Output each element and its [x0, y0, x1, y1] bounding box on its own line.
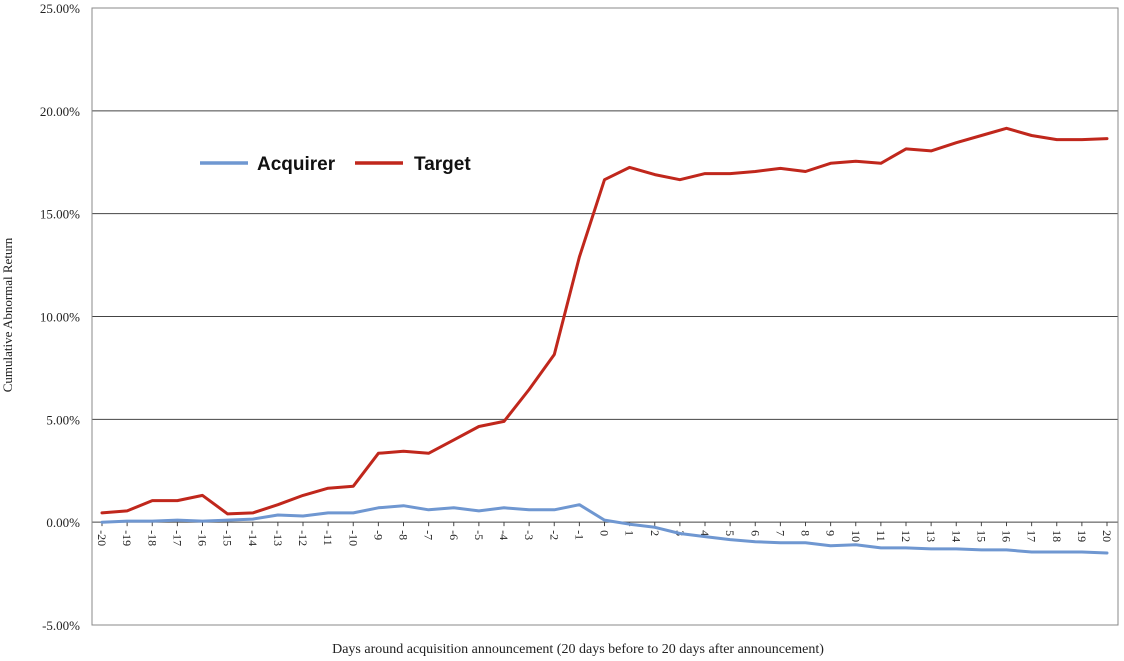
x-tick-label: 0: [598, 530, 612, 536]
x-tick-label: -13: [271, 530, 285, 546]
x-tick-label: 15: [974, 530, 988, 542]
x-tick-label: -6: [447, 530, 461, 540]
y-axis-label: Cumulative Abnormal Return: [0, 237, 15, 392]
x-tick-label: 6: [748, 530, 762, 536]
x-tick-label: -5: [472, 530, 486, 540]
x-tick-label: -1: [572, 530, 586, 540]
x-tick-label: 2: [648, 530, 662, 536]
x-tick-label: 20: [1100, 530, 1114, 542]
x-tick-label: -10: [346, 530, 360, 546]
x-tick-label: 16: [1000, 530, 1014, 542]
plot-area-frame: [91, 7, 1119, 626]
x-tick-label: 1: [623, 530, 637, 536]
series-lines: [100, 126, 1109, 555]
x-tick-label: -17: [170, 530, 184, 546]
x-tick-label: -15: [221, 530, 235, 546]
x-tick-label: 12: [899, 530, 913, 542]
x-tick-label: 14: [949, 530, 963, 542]
x-tick-label: 10: [849, 530, 863, 542]
x-tick-label: -16: [196, 530, 210, 546]
x-tick-label: -7: [422, 530, 436, 540]
x-tick-label: 4: [698, 530, 712, 536]
x-tick-label: 19: [1075, 530, 1089, 542]
x-tick-label: 5: [723, 530, 737, 536]
x-tick-label: -9: [371, 530, 385, 540]
x-tick-label: -11: [321, 530, 335, 546]
x-tick-label: 18: [1050, 530, 1064, 542]
x-tick-label: -8: [397, 530, 411, 540]
x-tick-label: -3: [522, 530, 536, 540]
x-tick-label: -20: [95, 530, 109, 546]
x-tick-label: -19: [120, 530, 134, 546]
x-tick-label: -4: [497, 530, 511, 540]
x-tick-label: -12: [296, 530, 310, 546]
x-tick-label: 13: [924, 530, 938, 542]
legend: Acquirer Target: [200, 154, 471, 175]
y-tick-label: 0.00%: [46, 515, 80, 530]
y-tick-label: -5.00%: [42, 618, 80, 633]
series-line-target: [100, 126, 1109, 516]
legend-label-target: Target: [414, 154, 471, 175]
y-tick-label: 25.00%: [40, 1, 80, 16]
x-tick-label: 17: [1025, 530, 1039, 542]
y-tick-label: 15.00%: [40, 207, 80, 222]
x-tick-label: 9: [824, 530, 838, 536]
x-axis-label: Days around acquisition announcement (20…: [332, 642, 824, 657]
x-tick-label: -2: [547, 530, 561, 540]
x-tick-label: 8: [799, 530, 813, 536]
x-tick-label: -18: [145, 530, 159, 546]
x-tick-label: 7: [773, 530, 787, 536]
x-tick-label: 11: [874, 530, 888, 542]
series-line-acquirer: [100, 503, 1109, 555]
x-tick-labels: -20 -19 -18 -17 -16 -15 -14 -13 -12 -11 -10 -9 -8 -7-…: [95, 522, 1114, 546]
legend-label-acquirer: Acquirer: [257, 154, 336, 175]
y-tick-label: 10.00%: [40, 310, 80, 325]
y-tick-label: 20.00%: [40, 104, 80, 119]
y-tick-labels: -5.00% 0.00% 5.00% 10.00% 15.00% 20.00% 25.00%: [40, 1, 80, 633]
x-tick-label: -14: [246, 530, 260, 546]
y-tick-label: 5.00%: [46, 412, 80, 427]
